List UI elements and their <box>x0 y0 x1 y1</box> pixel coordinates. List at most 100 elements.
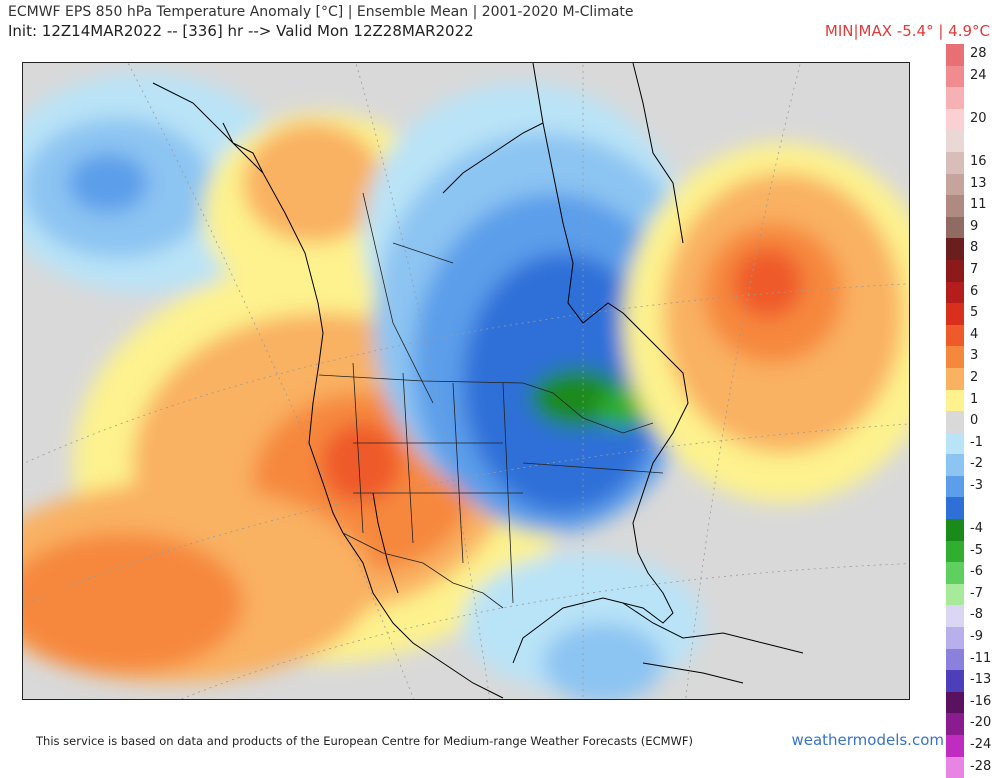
legend-swatch <box>946 562 964 584</box>
legend-swatch <box>946 389 964 412</box>
legend-entry: 2 <box>946 367 998 390</box>
legend-label: 20 <box>970 110 987 126</box>
legend-label: -16 <box>970 693 992 709</box>
legend-label: -5 <box>970 542 983 558</box>
legend-swatch <box>946 346 964 368</box>
legend-entry: -24 <box>946 735 998 757</box>
legend-entry: 3 <box>946 346 998 368</box>
legend-swatch <box>946 151 964 174</box>
legend-swatch <box>946 324 964 347</box>
site-credit-link[interactable]: weathermodels.com <box>791 731 944 749</box>
legend-label: 2 <box>970 369 979 385</box>
legend-label: 6 <box>970 283 979 299</box>
legend-entry: 5 <box>946 303 998 325</box>
legend-entry: -1 <box>946 432 998 455</box>
legend-entry: -20 <box>946 713 998 735</box>
legend-label: -4 <box>970 521 983 537</box>
legend-entry <box>946 130 998 152</box>
legend-swatch <box>946 130 964 152</box>
legend-label: -7 <box>970 585 983 601</box>
legend-swatch <box>946 195 964 217</box>
legend-swatch <box>946 108 964 131</box>
data-disclaimer: This service is based on data and produc… <box>36 734 693 748</box>
legend-swatch <box>946 691 964 714</box>
legend-label: -11 <box>970 650 992 666</box>
legend-swatch <box>946 411 964 433</box>
legend-entry: -13 <box>946 670 998 692</box>
legend-swatch <box>946 583 964 606</box>
coastlines <box>152 63 804 699</box>
legend-label: 4 <box>970 326 979 342</box>
legend-swatch <box>946 303 964 325</box>
legend-swatch <box>946 173 964 196</box>
min-max-readout: MIN|MAX -5.4° | 4.9°C <box>824 22 990 40</box>
legend-entry: -3 <box>946 475 998 498</box>
legend-label: 28 <box>970 46 987 61</box>
legend-swatch <box>946 713 964 735</box>
legend-entry: -6 <box>946 562 998 584</box>
legend-label: -24 <box>970 737 992 752</box>
legend-swatch <box>946 87 964 109</box>
legend-label: 8 <box>970 240 979 256</box>
legend-swatch <box>946 735 964 757</box>
legend-swatch <box>946 65 964 88</box>
legend-entry: -9 <box>946 627 998 649</box>
legend-entry: 11 <box>946 195 998 217</box>
legend-label: -1 <box>970 434 983 450</box>
legend-swatch <box>946 670 964 692</box>
legend-label: -3 <box>970 477 983 493</box>
legend-entry: -16 <box>946 691 998 714</box>
legend-label: -28 <box>970 758 992 774</box>
legend-swatch <box>946 432 964 455</box>
legend-entry <box>946 87 998 109</box>
anomaly-map <box>22 62 910 700</box>
legend-entry: -5 <box>946 540 998 563</box>
legend-swatch <box>946 259 964 282</box>
legend-entry: 7 <box>946 259 998 282</box>
legend-label: 1 <box>970 391 979 407</box>
legend-label: 24 <box>970 67 987 83</box>
legend-swatch <box>946 648 964 671</box>
legend-label: 5 <box>970 305 979 321</box>
legend-swatch <box>946 281 964 304</box>
legend-entry: 13 <box>946 173 998 196</box>
map-canvas <box>23 63 909 699</box>
legend-label: 13 <box>970 175 987 191</box>
legend-entry: -2 <box>946 454 998 476</box>
legend-label: -8 <box>970 607 983 623</box>
anomaly-field <box>23 73 909 699</box>
legend-swatch <box>946 475 964 498</box>
legend-swatch <box>946 497 964 520</box>
legend-swatch <box>946 605 964 628</box>
legend-label: 9 <box>970 218 979 234</box>
legend-label: -6 <box>970 564 983 580</box>
legend-entry: -11 <box>946 648 998 671</box>
legend-label: -2 <box>970 456 983 472</box>
legend-swatch <box>946 367 964 390</box>
map-title: ECMWF EPS 850 hPa Temperature Anomaly [°… <box>8 4 634 20</box>
legend-entry: 24 <box>946 65 998 88</box>
legend-label: 7 <box>970 261 979 277</box>
legend-label: -9 <box>970 629 983 645</box>
legend-entry: 0 <box>946 411 998 433</box>
legend-entry: 8 <box>946 238 998 260</box>
legend-entry: 28 <box>946 44 998 66</box>
political-borders <box>318 192 664 609</box>
legend-swatch <box>946 519 964 541</box>
legend-swatch <box>946 454 964 476</box>
legend-swatch <box>946 756 964 778</box>
legend-entry: -7 <box>946 583 998 606</box>
legend-entry <box>946 497 998 520</box>
legend-swatch <box>946 627 964 649</box>
legend-label: -20 <box>970 715 992 731</box>
legend-swatch <box>946 216 964 239</box>
legend-label: 0 <box>970 413 979 429</box>
legend-entry: -4 <box>946 519 998 541</box>
legend-entry: 9 <box>946 216 998 239</box>
legend-swatch <box>946 540 964 563</box>
legend-entry: -8 <box>946 605 998 628</box>
legend-entry: 1 <box>946 389 998 412</box>
color-scale-legend: 28 24 20 16 13 11 9 8 7 6 5 4 3 2 1 0 -1 -2 -3 -4 -5 -6 -7 -8 -9… <box>946 44 998 778</box>
legend-label: 16 <box>970 153 987 169</box>
legend-entry: 16 <box>946 151 998 174</box>
